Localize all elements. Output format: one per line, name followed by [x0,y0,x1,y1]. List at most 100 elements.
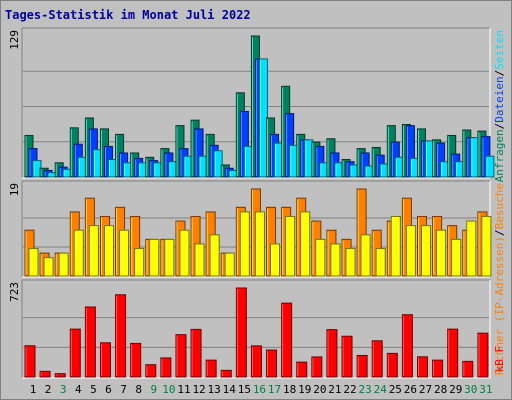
bottom-bar-kb-f-face [447,328,459,378]
bottom-bar-kb-f [175,334,187,378]
bottom-bar-kb-f [326,329,338,378]
middle-bar-rechner-ip-adressen--face [436,229,447,277]
x-tick-label: 6 [105,383,112,396]
x-tick-label: 1 [30,383,37,396]
bottom-bar-kb-f [356,354,368,378]
middle-bar-rechner-ip-adressen- [270,243,281,277]
middle-bar-rechner-ip-adressen--face [390,215,401,277]
middle-bar-rechner-ip-adressen--face [345,248,356,277]
bottom-bar-kb-f-face [99,342,111,378]
bottom-bar-kb-f [84,306,96,378]
middle-bar-rechner-ip-adressen- [149,238,160,277]
x-tick-label: 21 [328,383,341,396]
bottom-bar-kb-f-face [250,345,262,378]
bottom-bar-kb-f [115,294,127,378]
chart-title: Tages-Statistik im Monat Juli 2022 [5,8,251,22]
bottom-bar-kb-f-face [235,287,247,378]
x-tick-label: 2 [45,383,52,396]
middle-bar-rechner-ip-adressen--face [466,220,477,277]
top-bar-seiten-face [213,150,223,178]
x-tick-label: 24 [374,383,388,396]
top-side-legend-part: / [493,123,506,130]
bottom-bar-kb-f [54,373,66,378]
bottom-bar-kb-f-face [190,328,202,378]
middle-bar-rechner-ip-adressen--face [28,248,39,277]
middle-bar-rechner-ip-adressen- [239,211,250,277]
bottom-bar-kb-f [462,360,474,378]
middle-bar-rechner-ip-adressen- [375,248,386,277]
x-tick-label: 7 [120,383,127,396]
x-tick-label: 29 [449,383,462,396]
middle-bar-rechner-ip-adressen- [466,220,477,277]
middle-bar-rechner-ip-adressen--face [451,238,462,277]
x-tick-label: 27 [419,383,432,396]
middle-bar-rechner-ip-adressen- [179,229,190,277]
bottom-bar-kb-f [281,302,293,378]
bottom-bar-kb-f-face [417,356,429,378]
bottom-bar-kb-f-face [145,364,157,378]
bottom-bar-kb-f-face [175,334,187,378]
middle-bar-rechner-ip-adressen- [134,248,145,277]
x-tick-label: 31 [479,383,492,396]
middle-bar-rechner-ip-adressen--face [119,229,130,277]
x-tick-label: 15 [238,383,251,396]
bottom-side-legend-part: kB F [493,346,506,373]
middle-bar-rechner-ip-adressen--face [43,257,54,277]
middle-bar-rechner-ip-adressen--face [421,225,432,277]
bottom-bar-kb-f-face [281,302,293,378]
top-side-legend-part: Dateien [493,76,506,122]
top-ymax-label: 129 [8,30,21,50]
bottom-bar-kb-f-face [477,332,489,378]
middle-bar-rechner-ip-adressen--face [330,243,341,277]
middle-bar-rechner-ip-adressen--face [481,215,492,277]
bottom-bar-kb-f [386,352,398,378]
top-side-legend: Anfragen/Dateien/Seiten [493,30,506,182]
bottom-bar-kb-f [311,356,323,378]
bottom-bar-kb-f-face [115,294,127,378]
bottom-bar-kb-f [477,332,489,378]
middle-bar-rechner-ip-adressen--face [58,252,69,277]
bottom-bar-kb-f [266,349,278,378]
x-tick-label: 20 [313,383,326,396]
middle-bar-rechner-ip-adressen- [28,248,39,277]
middle-side-legend-part: / [493,229,506,236]
middle-bar-rechner-ip-adressen- [224,252,235,277]
middle-bar-rechner-ip-adressen--face [360,234,371,277]
bottom-bar-kb-f [371,340,383,378]
bottom-side-legend: kB F [493,346,506,373]
bottom-bar-kb-f [24,345,36,378]
bottom-bar-kb-f [205,359,217,378]
middle-bar-rechner-ip-adressen--face [194,243,205,277]
middle-bar-rechner-ip-adressen- [43,257,54,277]
middle-bar-rechner-ip-adressen- [254,211,265,277]
bottom-bar-kb-f-face [130,342,142,378]
bottom-bar-kb-f [220,369,232,378]
middle-bar-rechner-ip-adressen- [88,225,99,277]
bottom-bar-kb-f [432,359,444,378]
middle-bar-rechner-ip-adressen- [194,243,205,277]
middle-bar-rechner-ip-adressen- [58,252,69,277]
bottom-bar-kb-f-face [356,354,368,378]
top-side-legend-part: Anfragen [493,129,506,182]
middle-bar-rechner-ip-adressen- [119,229,130,277]
middle-bar-rechner-ip-adressen--face [375,248,386,277]
middle-bar-rechner-ip-adressen- [405,225,416,277]
bottom-bar-kb-f-face [296,361,308,378]
x-tick-label: 3 [60,383,67,396]
middle-bar-rechner-ip-adressen- [421,225,432,277]
middle-bar-rechner-ip-adressen- [330,243,341,277]
x-tick-label: 8 [135,383,142,396]
x-tick-label: 17 [268,383,281,396]
top-bar-seiten-face [485,155,495,178]
middle-bar-rechner-ip-adressen--face [300,211,311,277]
middle-bar-rechner-ip-adressen- [103,225,114,277]
x-tick-label: 22 [343,383,356,396]
x-tick-label: 14 [223,383,237,396]
bottom-bar-kb-f [235,287,247,378]
bottom-bar-kb-f [190,328,202,378]
middle-bar-rechner-ip-adressen--face [73,229,84,277]
x-tick-label: 4 [75,383,82,396]
x-tick-label: 23 [359,383,372,396]
bottom-bar-kb-f [39,370,51,378]
middle-bar-rechner-ip-adressen- [285,215,296,277]
